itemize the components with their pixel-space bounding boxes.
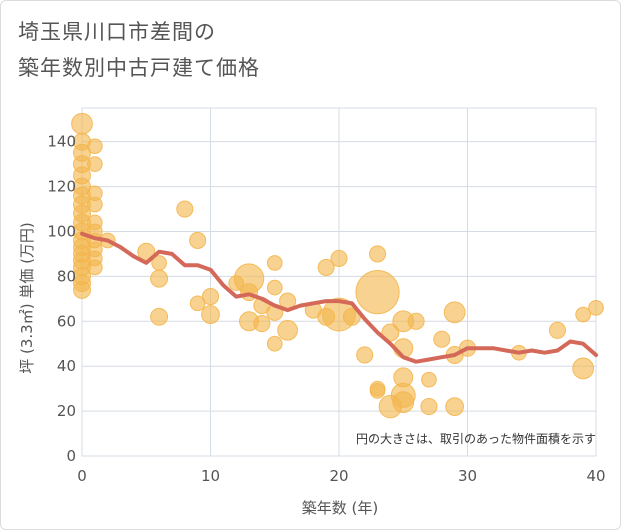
trend-line — [80, 231, 598, 364]
y-tick-label: 40 — [57, 357, 76, 375]
y-tick-label: 60 — [57, 312, 76, 330]
data-bubble — [87, 138, 103, 155]
data-bubble — [87, 259, 103, 276]
data-bubble — [356, 346, 374, 364]
data-bubble — [189, 231, 207, 250]
y-tick-label: 120 — [47, 178, 76, 196]
title-line-1: 埼玉県川口市差間の — [18, 20, 216, 44]
data-bubble — [575, 306, 591, 323]
data-bubble — [407, 312, 425, 330]
data-bubble — [369, 245, 387, 263]
title-line-2: 築年数別中古戸建て価格 — [18, 56, 260, 80]
data-bubble — [266, 279, 283, 296]
data-bubble — [71, 112, 93, 135]
y-tick-label: 80 — [57, 267, 76, 285]
y-axis-label: 坪 (3.3㎡) 単価 (万円) — [18, 222, 36, 374]
data-bubble — [87, 156, 103, 172]
data-bubble — [392, 391, 415, 414]
y-tick-label: 140 — [47, 133, 76, 151]
data-bubble — [73, 280, 91, 299]
data-bubble — [150, 269, 169, 288]
data-bubble — [381, 323, 400, 342]
data-bubble — [189, 295, 206, 312]
data-bubble — [201, 305, 220, 324]
bubble-size-note: 円の大きさは、取引のあった物件面積を示す — [356, 431, 596, 446]
data-bubble — [572, 357, 595, 380]
data-bubble — [201, 288, 220, 306]
data-bubble — [445, 397, 465, 417]
data-bubble — [150, 307, 169, 326]
data-bubble — [137, 242, 156, 261]
data-bubble — [266, 335, 283, 352]
data-bubble — [355, 269, 400, 315]
data-bubble — [266, 255, 283, 271]
data-bubble — [421, 371, 437, 388]
data-bubble — [588, 299, 604, 316]
x-tick-label: 40 — [586, 467, 605, 485]
bubbles — [71, 112, 604, 419]
x-tick-label: 20 — [329, 467, 348, 485]
grid — [81, 107, 597, 457]
tick-labels: 0 20 40 60 80 100 120 140 0 10 20 30 40 — [47, 133, 605, 485]
y-tick-label: 20 — [57, 402, 76, 420]
data-bubble — [443, 301, 466, 324]
y-tick-label: 100 — [47, 222, 76, 240]
chart-title: 埼玉県川口市差間の 築年数別中古戸建て価格 — [18, 14, 260, 86]
x-axis-label: 築年数 (年) — [302, 499, 378, 517]
data-bubble — [176, 200, 194, 218]
data-bubble — [330, 249, 348, 267]
data-bubble — [87, 196, 103, 213]
data-bubble — [433, 330, 451, 348]
data-bubble — [548, 321, 566, 339]
data-bubble — [369, 383, 386, 399]
x-tick-label: 0 — [77, 467, 87, 485]
x-tick-label: 30 — [458, 467, 477, 485]
data-bubble — [420, 398, 438, 416]
data-bubble — [277, 319, 298, 341]
data-bubble — [317, 258, 335, 276]
x-tick-label: 10 — [201, 467, 220, 485]
y-tick-label: 0 — [66, 447, 76, 465]
data-bubble — [253, 314, 271, 333]
